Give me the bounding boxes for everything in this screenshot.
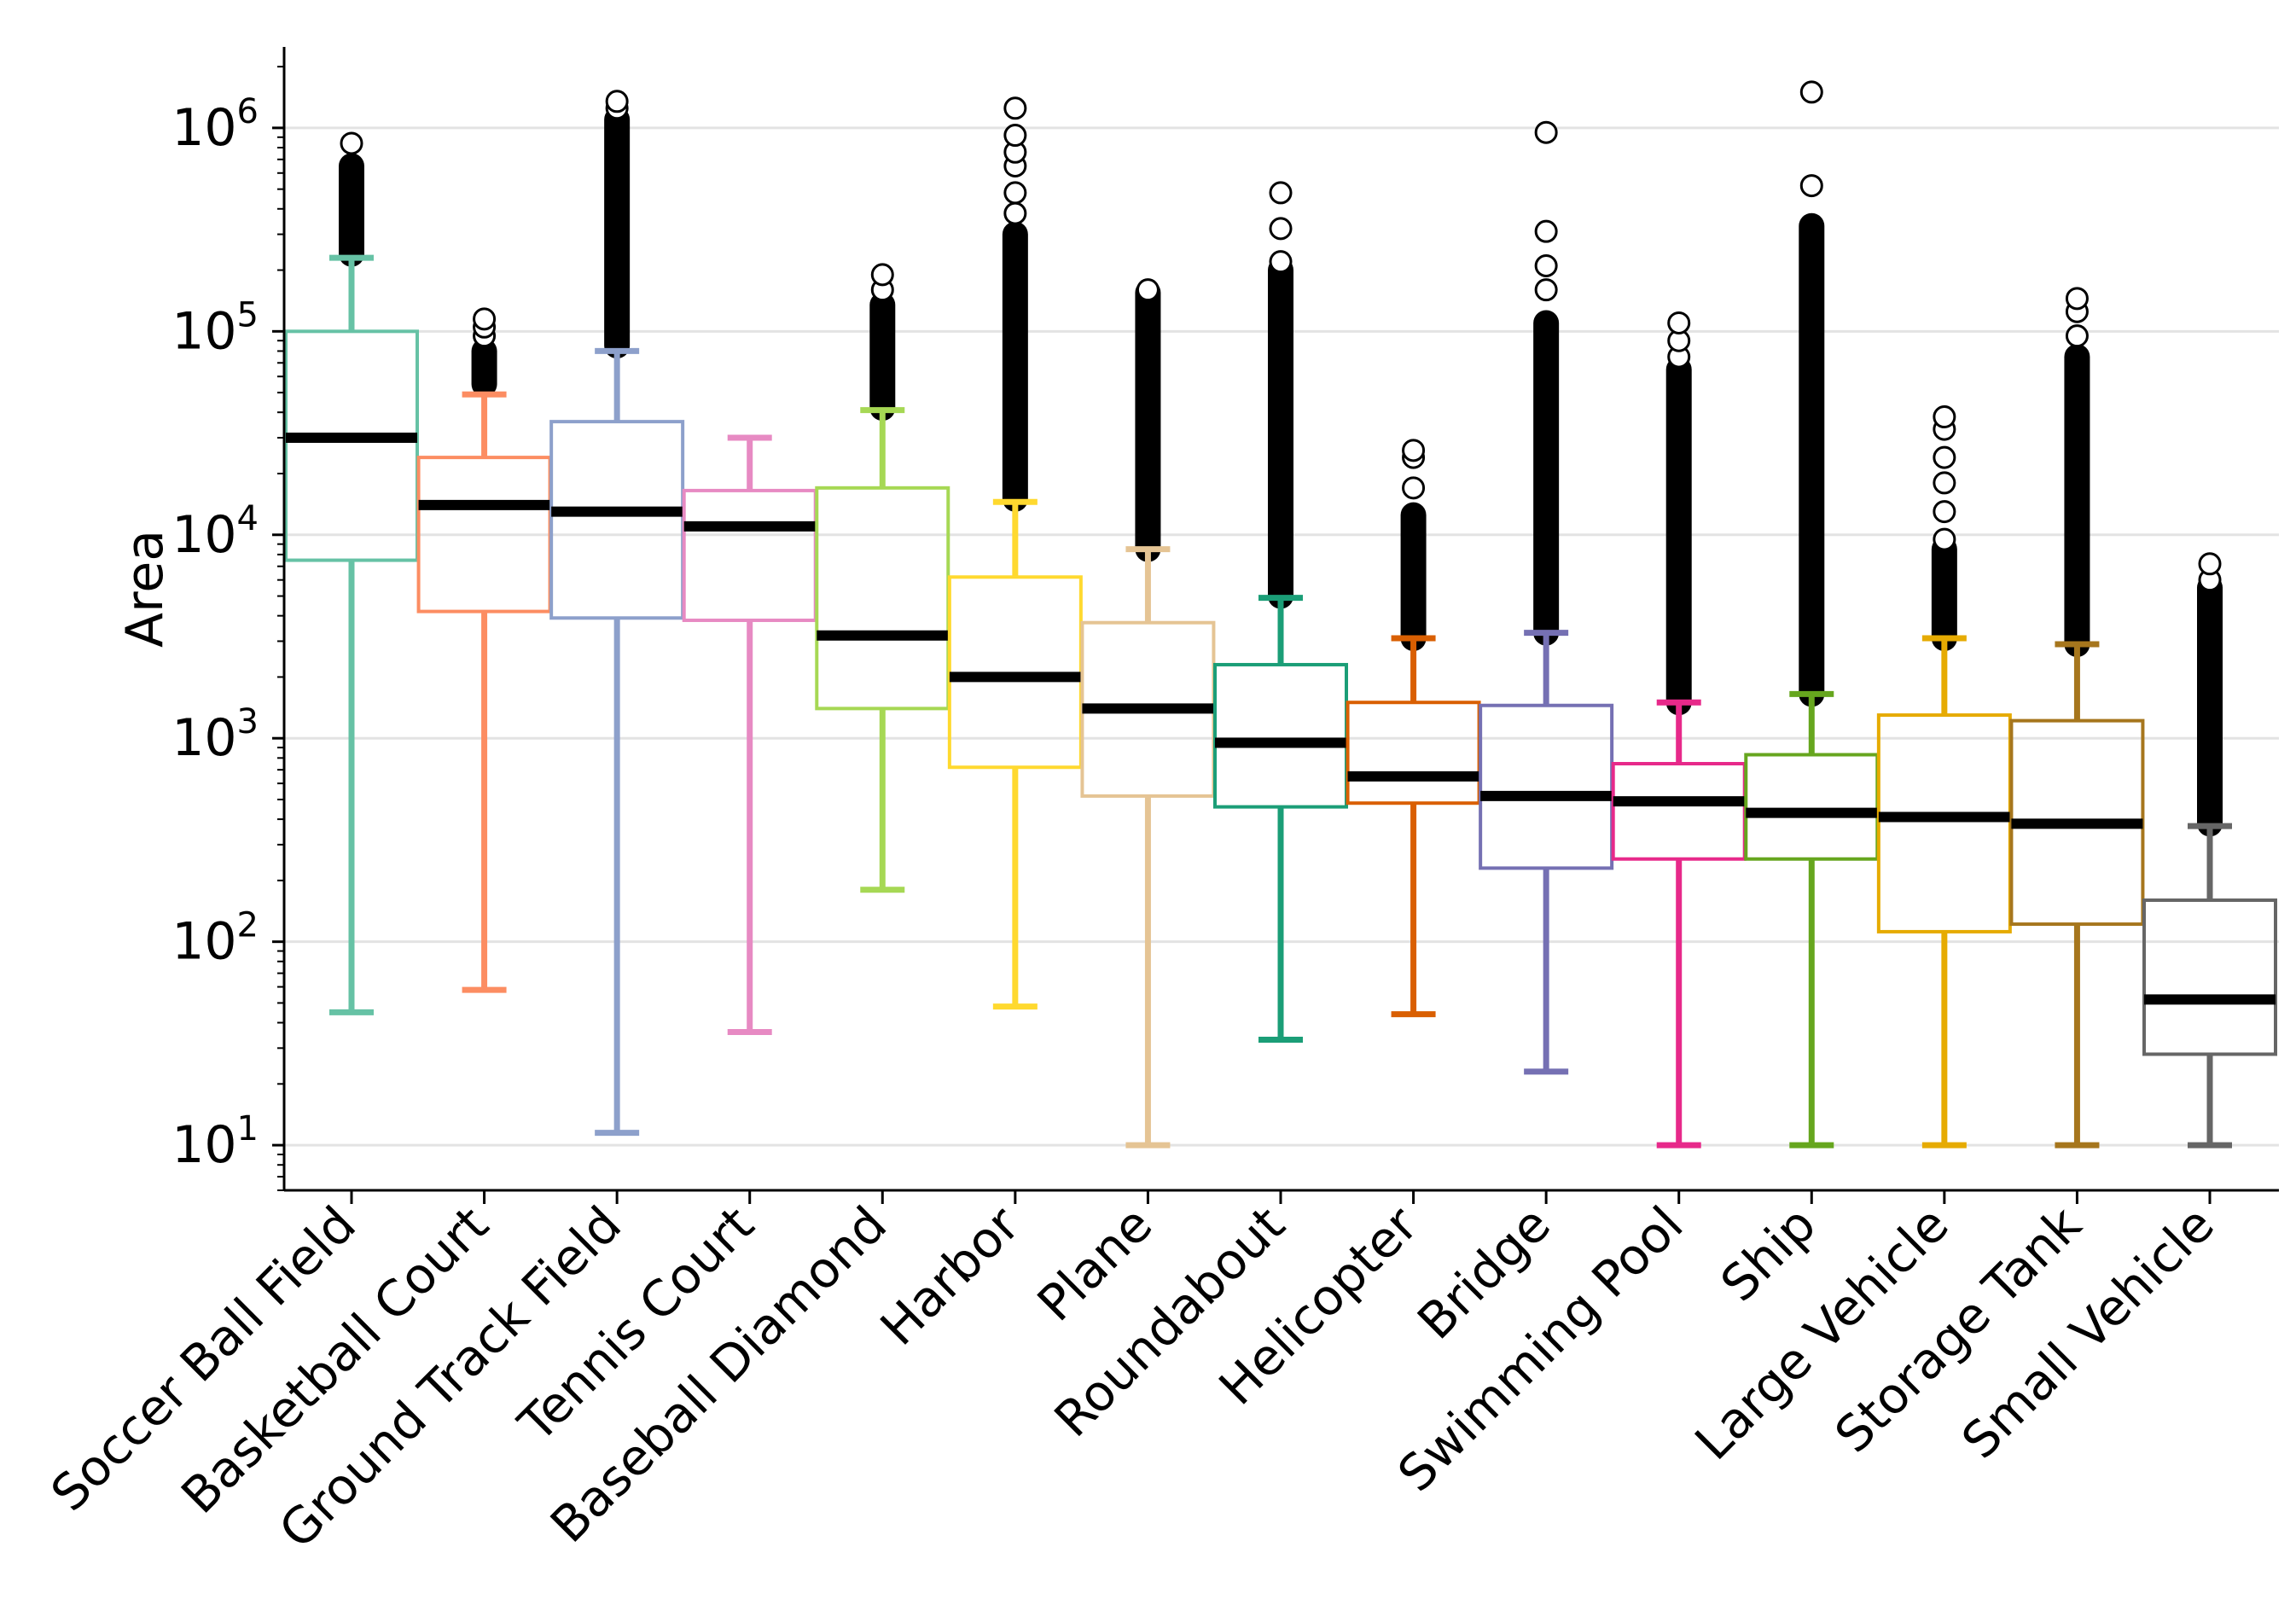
outlier-point (340, 131, 363, 155)
y-axis-label: Area (115, 530, 175, 648)
outlier-point (1933, 471, 1956, 495)
outlier-point (1534, 253, 1558, 277)
y-tick-base: 10 (171, 912, 236, 972)
box-group (1744, 80, 1880, 1149)
y-tick-label: 106 (171, 92, 259, 158)
y-tick-label: 103 (171, 702, 259, 768)
outlier-point (2198, 552, 2222, 576)
iqr-box (1479, 703, 1614, 870)
iqr-box (549, 420, 685, 620)
outlier-point (1933, 405, 1956, 429)
box-group (416, 307, 552, 993)
outlier-point (1003, 124, 1027, 148)
outlier-point (1269, 217, 1293, 241)
outlier-point (1799, 174, 1823, 198)
y-tick-base: 10 (171, 98, 236, 158)
box-group (1346, 439, 1481, 1018)
outlier-point (1933, 527, 1956, 551)
y-tick-base: 10 (171, 708, 236, 768)
box-series (284, 80, 2277, 1149)
x-category-label: Roundabout (1043, 1195, 1296, 1448)
outlier-point (870, 263, 894, 287)
y-tick-label: 104 (171, 499, 259, 565)
y-tick-exponent: 3 (237, 702, 259, 741)
box-group (1611, 311, 1747, 1149)
outlier-point (2065, 287, 2089, 311)
outlier-point (1799, 80, 1823, 104)
iqr-box (1876, 713, 2012, 933)
outlier-point (1534, 278, 1558, 302)
box-group (815, 263, 950, 893)
iqr-box (815, 486, 950, 711)
outlier-point (1136, 278, 1160, 302)
y-tick-exponent: 4 (237, 499, 259, 538)
outlier-point (1402, 476, 1426, 500)
outlier-point (1933, 500, 1956, 524)
y-tick-label: 105 (171, 295, 259, 361)
y-tick-exponent: 1 (237, 1109, 259, 1149)
iqr-box (1346, 701, 1481, 805)
iqr-box (682, 488, 817, 622)
box-group (1876, 405, 2012, 1149)
y-tick-label: 102 (171, 906, 259, 972)
box-group (1213, 181, 1348, 1043)
iqr-box (1611, 762, 1747, 861)
box-group (1080, 278, 1216, 1149)
x-category-label: Ship (1710, 1195, 1828, 1313)
iqr-box (284, 329, 419, 562)
outlier-point (1402, 439, 1426, 462)
outlier-point (1003, 201, 1027, 225)
y-tick-exponent: 5 (237, 295, 259, 334)
y-tick-exponent: 6 (237, 92, 259, 131)
outlier-point (1933, 445, 1956, 469)
outlier-point (1534, 120, 1558, 144)
iqr-box (1213, 662, 1348, 809)
iqr-box (2142, 898, 2277, 1056)
outlier-point (2065, 324, 2089, 348)
y-tick-label: 101 (171, 1109, 259, 1175)
outlier-point (473, 307, 497, 331)
box-group (2142, 552, 2277, 1149)
outlier-point (1003, 96, 1027, 120)
outlier-point (1269, 181, 1293, 205)
box-group (2009, 287, 2145, 1149)
outlier-point (1534, 219, 1558, 243)
box-group (1479, 120, 1614, 1075)
y-tick-base: 10 (171, 1115, 236, 1175)
y-tick-base: 10 (171, 301, 236, 361)
outlier-point (605, 90, 629, 113)
outlier-point (1667, 311, 1691, 334)
box-group (284, 131, 419, 1015)
outlier-point (1003, 181, 1027, 205)
y-tick-base: 10 (171, 505, 236, 565)
x-category-label: Tennis Court (507, 1195, 765, 1454)
box-group (947, 96, 1083, 1010)
y-tick-exponent: 2 (237, 906, 259, 945)
x-category-label: Harbor (869, 1195, 1031, 1357)
box-group (549, 90, 685, 1137)
iqr-box (1744, 753, 1880, 861)
outlier-point (1269, 250, 1293, 274)
